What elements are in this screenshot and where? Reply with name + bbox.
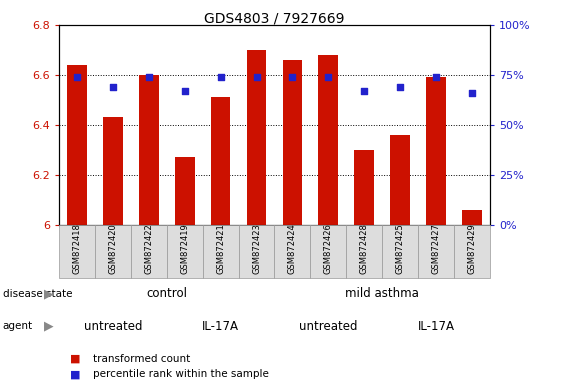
Point xyxy=(180,88,189,94)
Text: GSM872419: GSM872419 xyxy=(180,223,189,274)
Text: percentile rank within the sample: percentile rank within the sample xyxy=(93,369,269,379)
Text: GDS4803 / 7927669: GDS4803 / 7927669 xyxy=(204,12,345,25)
Bar xyxy=(319,55,338,225)
Point xyxy=(109,84,118,90)
Text: control: control xyxy=(146,287,187,300)
FancyBboxPatch shape xyxy=(59,225,95,278)
FancyBboxPatch shape xyxy=(346,225,382,278)
Text: GSM872426: GSM872426 xyxy=(324,223,333,274)
Point xyxy=(144,74,153,80)
Text: ▶: ▶ xyxy=(44,320,53,333)
Bar xyxy=(283,60,302,225)
Point xyxy=(324,74,333,80)
Text: GSM872428: GSM872428 xyxy=(360,223,369,274)
Text: IL-17A: IL-17A xyxy=(202,320,239,333)
Text: GSM872427: GSM872427 xyxy=(431,223,440,274)
Point xyxy=(252,74,261,80)
Bar xyxy=(67,65,87,225)
FancyBboxPatch shape xyxy=(95,225,131,278)
FancyBboxPatch shape xyxy=(203,225,239,278)
Text: disease state: disease state xyxy=(3,289,72,299)
Text: ▶: ▶ xyxy=(44,287,53,300)
Point xyxy=(288,74,297,80)
FancyBboxPatch shape xyxy=(418,225,454,278)
Point xyxy=(467,90,476,96)
Point xyxy=(216,74,225,80)
Text: ■: ■ xyxy=(70,369,81,379)
FancyBboxPatch shape xyxy=(239,225,275,278)
Bar xyxy=(211,98,230,225)
Text: untreated: untreated xyxy=(84,320,142,333)
Bar xyxy=(354,150,374,225)
Point xyxy=(360,88,369,94)
Point xyxy=(73,74,82,80)
Text: transformed count: transformed count xyxy=(93,354,190,364)
Point xyxy=(431,74,440,80)
Text: GSM872423: GSM872423 xyxy=(252,223,261,274)
Text: GSM872429: GSM872429 xyxy=(467,223,476,274)
FancyBboxPatch shape xyxy=(167,225,203,278)
Text: mild asthma: mild asthma xyxy=(345,287,419,300)
FancyBboxPatch shape xyxy=(275,225,310,278)
Text: GSM872424: GSM872424 xyxy=(288,223,297,274)
Bar xyxy=(426,78,446,225)
Bar xyxy=(139,75,159,225)
Text: GSM872422: GSM872422 xyxy=(144,223,153,274)
Point xyxy=(396,84,405,90)
FancyBboxPatch shape xyxy=(131,225,167,278)
Text: GSM872420: GSM872420 xyxy=(109,223,118,274)
Text: agent: agent xyxy=(3,321,33,331)
FancyBboxPatch shape xyxy=(382,225,418,278)
Bar xyxy=(462,210,482,225)
Text: GSM872425: GSM872425 xyxy=(396,223,405,274)
Text: GSM872418: GSM872418 xyxy=(73,223,82,274)
FancyBboxPatch shape xyxy=(454,225,490,278)
Text: ■: ■ xyxy=(70,354,81,364)
Text: GSM872421: GSM872421 xyxy=(216,223,225,274)
Bar xyxy=(175,157,195,225)
Text: IL-17A: IL-17A xyxy=(418,320,454,333)
Bar xyxy=(103,118,123,225)
Text: untreated: untreated xyxy=(299,320,358,333)
Bar xyxy=(247,50,266,225)
Bar xyxy=(390,135,410,225)
FancyBboxPatch shape xyxy=(310,225,346,278)
